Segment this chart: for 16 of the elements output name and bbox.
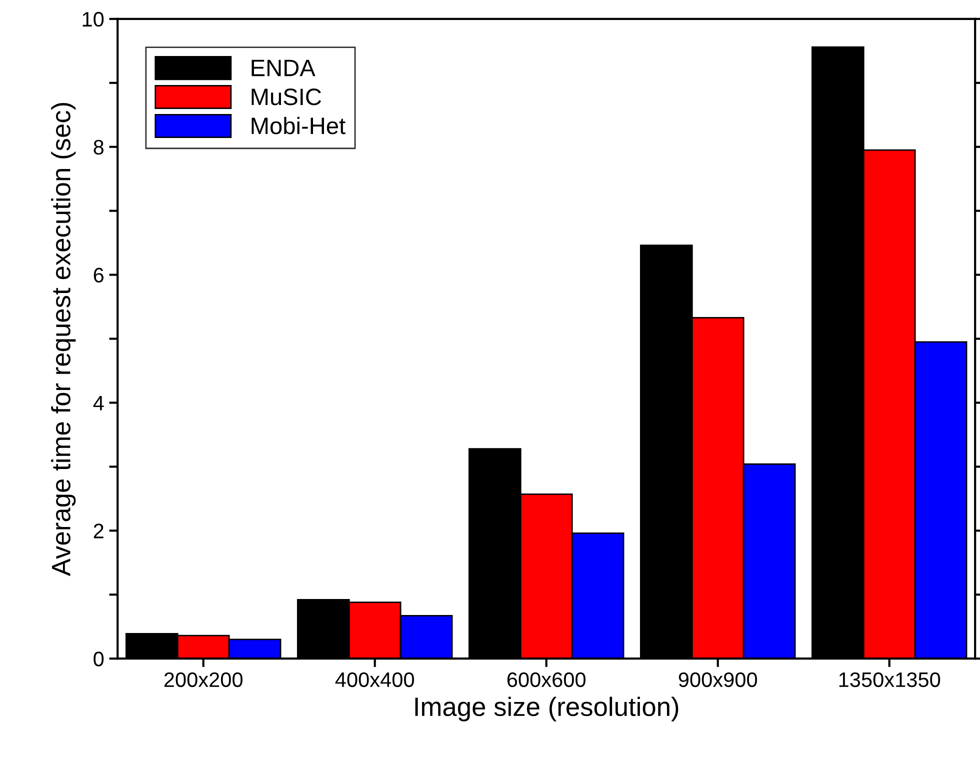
y-tick-label: 2 bbox=[94, 524, 104, 538]
y-tick-label: 10 bbox=[82, 12, 104, 27]
legend-label: Mobi-Het bbox=[252, 116, 346, 134]
x-tick-label: 600x600 bbox=[507, 672, 586, 688]
x-axis-title: Image size (resolution) bbox=[415, 696, 678, 722]
y-tick-label: 6 bbox=[94, 268, 104, 283]
x-tick-label: 400x400 bbox=[335, 672, 414, 688]
y-axis-title: Average time for request execution (sec) bbox=[51, 103, 76, 576]
legend-label: MuSIC bbox=[252, 88, 322, 106]
legend-label: ENDA bbox=[252, 60, 316, 76]
y-tick-label: 4 bbox=[93, 396, 104, 410]
y-tick-label: 8 bbox=[94, 140, 104, 155]
x-tick-label: 900x900 bbox=[678, 672, 758, 688]
x-tick-label: 1350x1350 bbox=[839, 672, 940, 688]
x-tick-label: 200x200 bbox=[164, 672, 243, 688]
y-tick-label: 0 bbox=[94, 652, 104, 666]
